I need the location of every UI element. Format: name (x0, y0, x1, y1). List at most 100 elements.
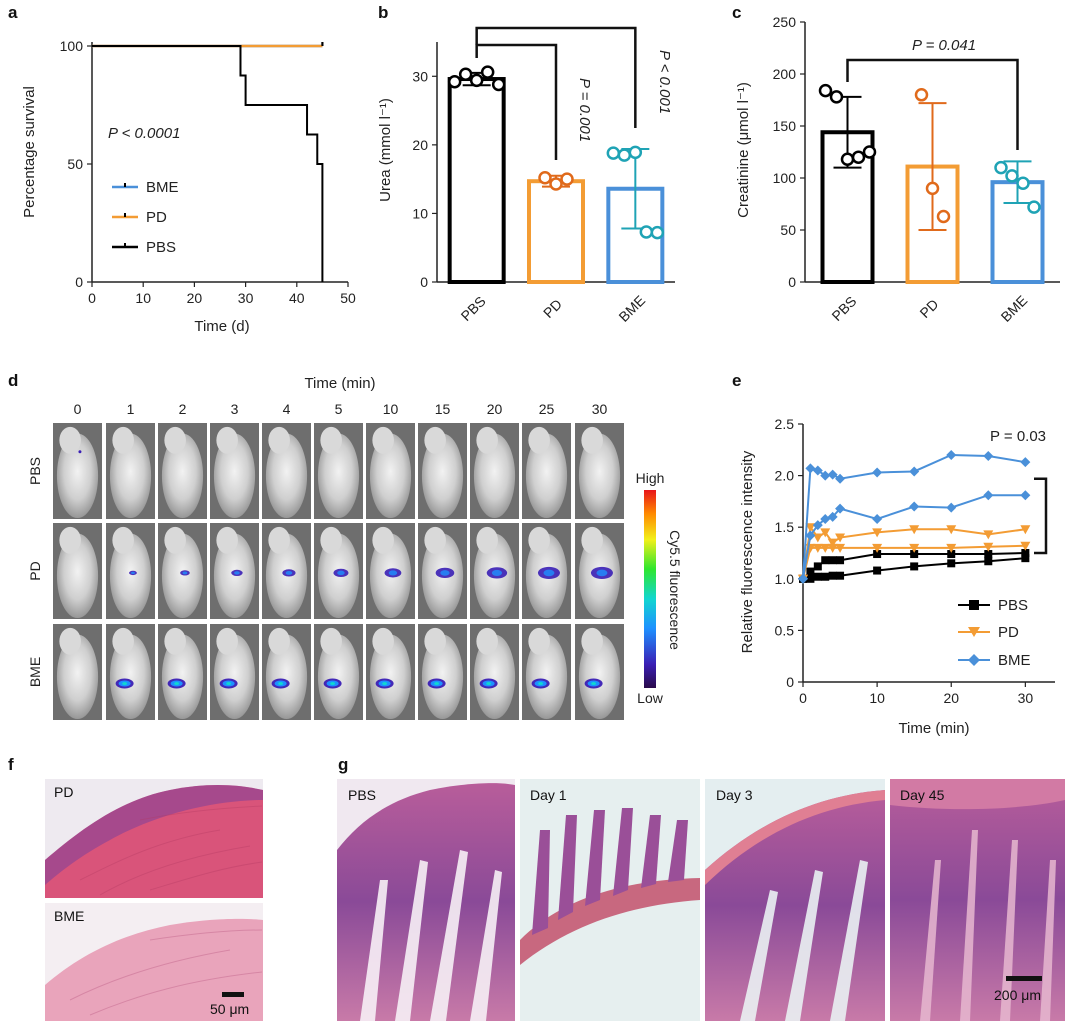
histology-f-top-infiltrate (45, 785, 263, 885)
fluor-point-pd (812, 543, 823, 553)
fluor-point-bme (820, 470, 831, 481)
mouse-body (161, 533, 204, 619)
mouse-image-pd (366, 523, 415, 619)
fluorescence-x-label: Time (min) (898, 720, 969, 737)
histology-g-scale-bar (1006, 976, 1042, 981)
fluorescence-center (591, 682, 597, 686)
fluor-y-tick-label: 2.5 (775, 416, 795, 432)
imaging-grid: 0 1 2 3 4 5 10 15 20 25 30 PBS PD BME (27, 401, 624, 720)
fluor-point-bme (805, 463, 816, 474)
creatinine-chart: 0 50 100 150 200 250 PBS PD BME (773, 14, 1060, 325)
imaging-timepoint-label: 4 (283, 401, 291, 417)
creatinine-y-tick-label: 100 (773, 170, 797, 186)
fluor-point-pd (805, 523, 816, 533)
histology-g-label-day1: Day 1 (530, 787, 567, 803)
mouse-body (56, 433, 99, 519)
mouse-body (265, 634, 308, 720)
mouse-head (164, 627, 186, 655)
panel-label-f: f (8, 755, 14, 774)
survival-x-tick-label: 10 (135, 290, 151, 306)
fluorescence-center (226, 682, 232, 686)
creatinine-y-tick-label: 50 (780, 222, 796, 238)
mouse-image-bme (366, 624, 415, 720)
fluor-point-pd (983, 542, 994, 552)
fluor-point-bme (872, 513, 883, 524)
histology-g-pbs-gaps (360, 850, 502, 1021)
mouse-body (161, 634, 204, 720)
fluorescence-center (330, 682, 336, 686)
mouse-head (581, 426, 603, 454)
mouse-image-pbs (575, 423, 624, 519)
fluor-point-bme (835, 503, 846, 514)
urea-bar-pbs (447, 77, 506, 285)
mouse-head (268, 426, 290, 454)
mouse-head (59, 426, 81, 454)
mouse-head (320, 627, 342, 655)
survival-legend: BME PD PBS (112, 179, 179, 256)
mouse-head (528, 526, 550, 554)
mouse-head (320, 426, 342, 454)
fluor-x-tick-label: 10 (869, 690, 885, 706)
mouse-head (268, 526, 290, 554)
survival-y-tick-label: 50 (67, 156, 83, 172)
histology-f: PD BME 50 μm (45, 779, 263, 1021)
survival-p-value: P < 0.0001 (108, 125, 180, 142)
creatinine-category-label: PD (916, 296, 941, 321)
urea-point-pbs (480, 65, 495, 79)
imaging-timepoint-label: 0 (74, 401, 82, 417)
survival-x-label: Time (d) (194, 318, 249, 335)
creatinine-point-bme (1005, 169, 1019, 183)
legend-label-bme: BME (146, 179, 179, 196)
colorbar-gradient (644, 490, 656, 688)
fluor-point-pbs (821, 572, 830, 581)
fluorescence-chart: 0 10 20 30 0 0.5 1.0 1.5 2.0 2.5 (775, 416, 1055, 706)
mouse-body (109, 433, 152, 519)
urea-point-pbs (491, 77, 506, 92)
fluor-point-bme (827, 511, 838, 522)
histology-f-bottom-muscle (45, 918, 263, 1021)
mouse-body (421, 634, 464, 720)
urea-y-tick-label: 0 (420, 274, 428, 290)
mouse-head (581, 627, 603, 655)
urea-sig-bracket-pd (475, 43, 558, 160)
survival-x-tick-label: 30 (238, 290, 254, 306)
fluor-point-pd (835, 543, 846, 553)
fluorescence-center (174, 682, 180, 686)
fluor-x-tick-label: 0 (799, 690, 807, 706)
urea-point-pd (538, 171, 552, 185)
histology-f-bottom-label: BME (54, 908, 84, 924)
imaging-row-label: BME (27, 657, 43, 687)
histology-g-label-pbs: PBS (348, 787, 376, 803)
mouse-image-pbs (314, 423, 363, 519)
histology-f-top-label: PD (54, 784, 73, 800)
mouse-image-bme (210, 624, 259, 720)
fluor-point-pbs (813, 562, 822, 571)
mouse-body (56, 634, 99, 720)
fluor-point-bme (812, 465, 823, 476)
mouse-head (372, 627, 394, 655)
histology-g-day1-wall (520, 878, 700, 965)
histology-f-top-muscle (45, 785, 263, 898)
fluor-point-pd (820, 528, 831, 538)
mouse-body (109, 634, 152, 720)
fluor-point-pbs (806, 574, 815, 583)
histology-g-day45-gaps (920, 830, 1056, 1021)
fluor-point-pbs (984, 550, 993, 559)
fluor-point-pd (909, 525, 920, 535)
fluor-point-bme (812, 520, 823, 531)
histology-g-day45-wall (890, 779, 1065, 810)
fluor-point-pbs (947, 550, 956, 559)
mouse-head (112, 627, 134, 655)
urea-point-pbs (469, 73, 484, 88)
creatinine-point-pd (914, 88, 929, 102)
fluor-point-bme (820, 513, 831, 524)
fluor-y-tick-label: 0.5 (775, 622, 795, 638)
mouse-image-pbs (106, 423, 155, 519)
fluor-point-pbs (1021, 554, 1030, 563)
urea-bar-pd (527, 179, 585, 284)
mouse-body (369, 634, 412, 720)
urea-y-tick-label: 30 (412, 68, 428, 84)
fluorescence-center (382, 682, 388, 686)
fluorescence-core (440, 570, 450, 576)
